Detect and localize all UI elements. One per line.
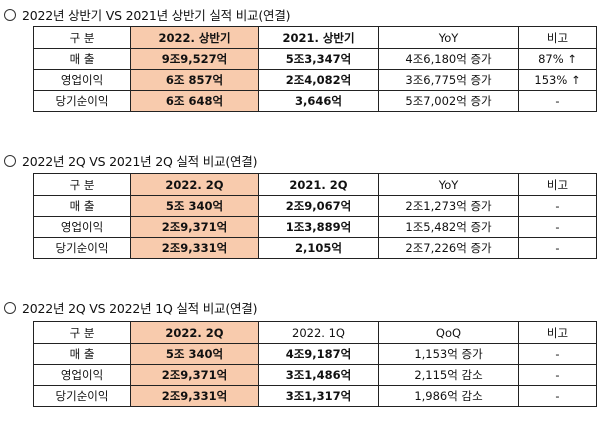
header-current: 2022. 2Q [130, 321, 259, 344]
current-value: 5조 340억 [130, 195, 259, 217]
current-value: 2조9,331억 [130, 237, 259, 259]
previous-value: 1조3,889억 [258, 216, 379, 238]
row-label: 매 출 [33, 195, 131, 217]
header-note: 비고 [518, 26, 597, 49]
circle-bullet-icon [4, 302, 16, 314]
header-note: 비고 [518, 321, 597, 344]
row-label: 매 출 [33, 48, 131, 70]
previous-value: 3조1,317억 [258, 385, 379, 407]
table-row: 매 출 5조 340억 4조9,187억 1,153억 증가 - [33, 343, 597, 365]
header-category: 구 분 [33, 26, 131, 49]
diff-value: 2조7,226억 증가 [378, 237, 519, 259]
comparison-table: 구 분 2022. 상반기 2021. 상반기 YoY 비고 매 출 9조9,5… [33, 26, 597, 112]
row-label: 매 출 [33, 343, 131, 365]
table-row: 당기순이익 2조9,331억 3조1,317억 1,986억 감소 - [33, 385, 597, 407]
header-diff: QoQ [378, 321, 519, 344]
section-title-text: 2022년 상반기 VS 2021년 상반기 실적 비교(연결) [22, 8, 291, 23]
section-title: 2022년 2Q VS 2021년 2Q 실적 비교(연결) [4, 151, 257, 170]
note-value: - [518, 90, 597, 112]
current-value: 5조 340억 [130, 343, 259, 365]
section-title-text: 2022년 2Q VS 2022년 1Q 실적 비교(연결) [22, 301, 258, 316]
header-current: 2022. 상반기 [130, 26, 259, 49]
table-header-row: 구 분 2022. 2Q 2022. 1Q QoQ 비고 [33, 321, 597, 344]
current-value: 2조9,371억 [130, 364, 259, 386]
diff-value: 3조6,775억 증가 [378, 69, 519, 91]
diff-value: 2조1,273억 증가 [378, 195, 519, 217]
table-row: 영업이익 2조9,371억 1조3,889억 1조5,482억 증가 - [33, 216, 597, 238]
current-value: 2조9,331억 [130, 385, 259, 407]
section-title-text: 2022년 2Q VS 2021년 2Q 실적 비교(연결) [22, 154, 258, 169]
current-value: 6조 648억 [130, 90, 259, 112]
circle-bullet-icon [4, 155, 16, 167]
row-label: 당기순이익 [33, 237, 131, 259]
section-title: 2022년 상반기 VS 2021년 상반기 실적 비교(연결) [4, 5, 291, 24]
header-previous: 2022. 1Q [258, 321, 379, 344]
circle-bullet-icon [4, 9, 16, 21]
note-value: 87% ↑ [518, 48, 597, 70]
previous-value: 5조3,347억 [258, 48, 379, 70]
previous-value: 2조9,067억 [258, 195, 379, 217]
header-category: 구 분 [33, 321, 131, 344]
row-label: 영업이익 [33, 216, 131, 238]
comparison-table: 구 분 2022. 2Q 2022. 1Q QoQ 비고 매 출 5조 340억… [33, 321, 597, 407]
note-value: - [518, 216, 597, 238]
diff-value: 1,153억 증가 [378, 343, 519, 365]
note-value: - [518, 385, 597, 407]
previous-value: 3,646억 [258, 90, 379, 112]
header-previous: 2021. 상반기 [258, 26, 379, 49]
diff-value: 5조7,002억 증가 [378, 90, 519, 112]
current-value: 9조9,527억 [130, 48, 259, 70]
previous-value: 2조4,082억 [258, 69, 379, 91]
table-row: 당기순이익 2조9,331억 2,105억 2조7,226억 증가 - [33, 237, 597, 259]
table-row: 매 출 5조 340억 2조9,067억 2조1,273억 증가 - [33, 195, 597, 217]
previous-value: 3조1,486억 [258, 364, 379, 386]
header-category: 구 분 [33, 173, 131, 196]
current-value: 2조9,371억 [130, 216, 259, 238]
header-diff: YoY [378, 26, 519, 49]
section-title: 2022년 2Q VS 2022년 1Q 실적 비교(연결) [4, 298, 257, 317]
diff-value: 1조5,482억 증가 [378, 216, 519, 238]
header-diff: YoY [378, 173, 519, 196]
previous-value: 2,105억 [258, 237, 379, 259]
diff-value: 2,115억 감소 [378, 364, 519, 386]
table-row: 영업이익 2조9,371억 3조1,486억 2,115억 감소 - [33, 364, 597, 386]
table-row: 매 출 9조9,527억 5조3,347억 4조6,180억 증가 87% ↑ [33, 48, 597, 70]
current-value: 6조 857억 [130, 69, 259, 91]
row-label: 영업이익 [33, 69, 131, 91]
note-value: 153% ↑ [518, 69, 597, 91]
table-row: 당기순이익 6조 648억 3,646억 5조7,002억 증가 - [33, 90, 597, 112]
diff-value: 4조6,180억 증가 [378, 48, 519, 70]
diff-value: 1,986억 감소 [378, 385, 519, 407]
table-header-row: 구 분 2022. 상반기 2021. 상반기 YoY 비고 [33, 26, 597, 49]
note-value: - [518, 237, 597, 259]
table-row: 영업이익 6조 857억 2조4,082억 3조6,775억 증가 153% ↑ [33, 69, 597, 91]
row-label: 당기순이익 [33, 90, 131, 112]
row-label: 당기순이익 [33, 385, 131, 407]
header-current: 2022. 2Q [130, 173, 259, 196]
header-previous: 2021. 2Q [258, 173, 379, 196]
note-value: - [518, 195, 597, 217]
previous-value: 4조9,187억 [258, 343, 379, 365]
row-label: 영업이익 [33, 364, 131, 386]
note-value: - [518, 343, 597, 365]
note-value: - [518, 364, 597, 386]
header-note: 비고 [518, 173, 597, 196]
comparison-table: 구 분 2022. 2Q 2021. 2Q YoY 비고 매 출 5조 340억… [33, 173, 597, 259]
table-header-row: 구 분 2022. 2Q 2021. 2Q YoY 비고 [33, 173, 597, 196]
